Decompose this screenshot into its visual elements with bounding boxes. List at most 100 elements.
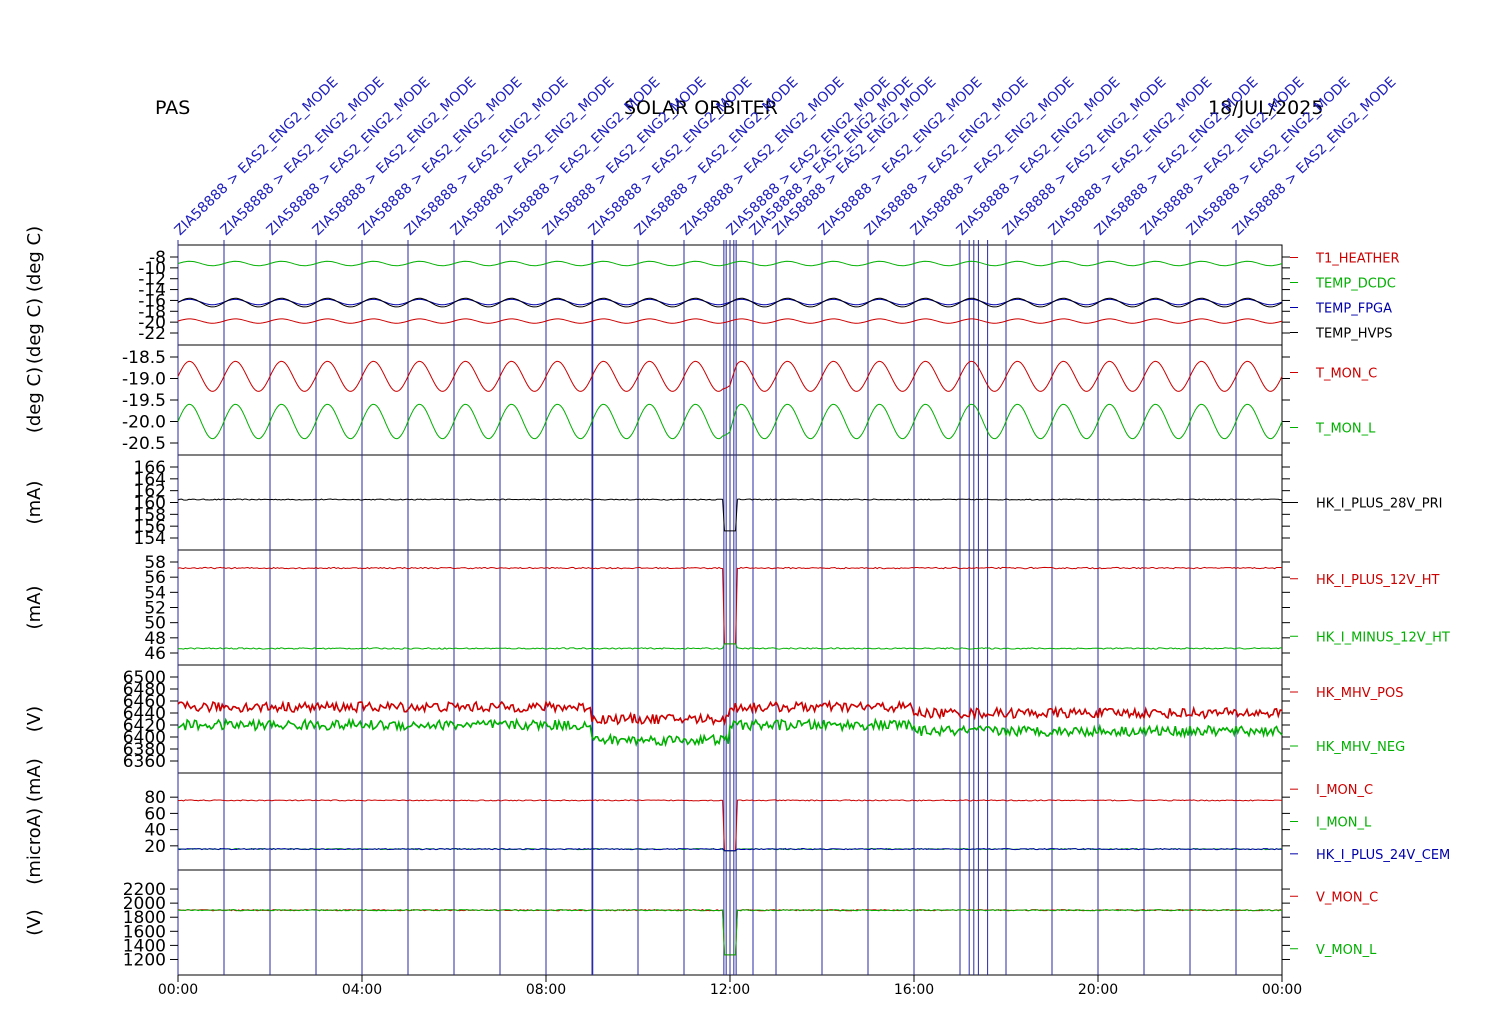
y-tick-label: -12 [138,270,166,290]
y-tick-label: -22 [138,324,166,344]
series-line-0-3 [177,297,1283,308]
series-line-1-1 [177,403,1283,440]
event-label: ZIA58888 > EAS2_ENG2_MODE [586,74,756,239]
event-label: ZIA58888 > EAS2_ENG2_MODE [310,74,480,239]
legend-label: TEMP_HVPS [1315,327,1392,342]
y-axis-label: (deg C) (deg C) [24,226,45,364]
panel-2 [170,466,1298,539]
y-tick-label: 1800 [123,908,166,928]
y-tick-label: 2200 [123,880,166,900]
series-line-4-0 [177,699,1283,726]
y-tick-label: 50 [144,614,166,634]
x-tick-label: 00:00 [1262,982,1302,998]
event-label: ZIA58888 > EAS2_ENG2_MODE [1000,74,1170,239]
y-axis-label: (mA) [24,586,45,630]
y-tick-label: 6400 [123,728,166,748]
legend-label: I_MON_L [1316,816,1372,831]
x-tick-label: 16:00 [894,982,934,998]
y-tick-label: -16 [138,291,166,311]
event-label: ZIA58888 > EAS2_ENG2_MODE [1138,74,1308,239]
series-line-0-0 [177,318,1283,324]
series-line-6-1 [177,909,1283,956]
y-tick-label: -8 [149,248,166,268]
legend-label: I_MON_C [1316,783,1373,798]
y-tick-label: -20.5 [122,434,166,454]
event-label: ZIA58888 > EAS2_ENG2_MODE [448,74,618,239]
series-line-4-1 [177,717,1283,748]
y-tick-label: 20 [144,837,166,857]
series-line-1-0 [177,360,1283,392]
x-tick-label: 00:00 [158,982,198,998]
event-label: ZIA58888 > EAS2_ENG2_MODE [908,74,1078,239]
instrument-label: PAS [155,97,191,119]
legend-label: TEMP_DCDC [1315,277,1396,292]
y-tick-label: 6480 [123,680,166,700]
y-tick-label: 40 [144,821,166,841]
event-lines [177,240,1237,975]
series-line-5-2 [177,847,1282,852]
event-label: ZIA58888 > EAS2_ENG2_MODE [494,74,664,239]
legend-label: HK_MHV_NEG [1316,740,1405,755]
y-axis-label: (mA) [24,481,45,525]
legend-label: V_MON_L [1316,943,1377,958]
x-tick-label: 12:00 [710,982,750,998]
legend-label: T_MON_C [1315,367,1377,382]
event-label: ZIA58888 > EAS2_ENG2_MODE [1092,74,1262,239]
panel-5 [170,788,1298,855]
x-tick-label: 20:00 [1078,982,1118,998]
date-label: 18/JUL/2025 [1208,97,1324,119]
y-tick-label: 48 [144,629,166,649]
panel-3 [170,561,1298,654]
y-tick-label: -18 [138,302,166,322]
y-tick-label: 60 [144,804,166,824]
y-tick-label: 6420 [123,716,166,736]
panel-0 [170,256,1298,334]
legend-label: TEMP_FPGA [1315,302,1392,317]
y-tick-label: 6440 [123,704,166,724]
event-label: ZIA58888 > EAS2_ENG2_MODE [770,74,940,239]
legend-label: HK_I_MINUS_12V_HT [1316,630,1450,645]
event-label: ZIA58888 > EAS2_ENG2_MODE [1184,74,1354,239]
y-tick-label: 164 [134,470,166,490]
y-tick-label: 1600 [123,922,166,942]
y-tick-label: 6460 [123,692,166,712]
y-tick-label: 56 [144,568,166,588]
event-label: ZIA58888 > EAS2_ENG2_MODE [954,74,1124,239]
series-line-2-0 [177,498,1283,532]
series-line-0-1 [177,260,1283,267]
y-tick-label: 58 [144,553,166,573]
y-tick-label: -19.5 [122,391,166,411]
x-tick-label: 08:00 [526,982,566,998]
event-label: ZIA58888 > EAS2_ENG2_MODE [724,74,894,239]
event-label: ZIA58888 > EAS2_ENG2_MODE [540,74,710,239]
y-tick-label: 162 [134,482,166,502]
y-axis-label: (V) [24,909,45,935]
legend-label: T_MON_L [1315,422,1376,437]
event-label: ZIA58888 > EAS2_ENG2_MODE [1230,74,1400,239]
legend-label: T1_HEATHER [1315,252,1400,267]
legend-label: HK_MHV_POS [1316,686,1404,701]
y-tick-label: 6500 [123,668,166,688]
y-tick-label: -20 [138,313,166,333]
legend-label: HK_I_PLUS_28V_PRI [1316,497,1442,512]
event-label: ZIA58888 > EAS2_ENG2_MODE [402,74,572,239]
y-tick-label: 154 [134,529,166,549]
y-tick-label: -14 [138,281,166,301]
y-axis-label: (deg C) [24,367,45,433]
y-tick-label: 52 [144,599,166,619]
legend-label: HK_I_PLUS_12V_HT [1316,573,1440,588]
y-axis-label: (V) [24,706,45,732]
event-label: ZIA58888 > EAS2_ENG2_MODE [172,74,342,239]
y-tick-label: 160 [134,494,166,514]
y-axis-label: (microA) (mA) [24,758,45,884]
y-tick-label: 166 [134,458,166,478]
y-tick-label: 1400 [123,936,166,956]
y-tick-label: 6380 [123,740,166,760]
series-line-3-1 [177,643,1283,650]
mission-label: SOLAR ORBITER [624,97,778,119]
y-tick-label: -18.5 [122,348,166,368]
x-tick-label: 04:00 [342,982,382,998]
event-label: ZIA58888 > EAS2_ENG2_MODE [356,74,526,239]
y-tick-label: 46 [144,644,166,664]
